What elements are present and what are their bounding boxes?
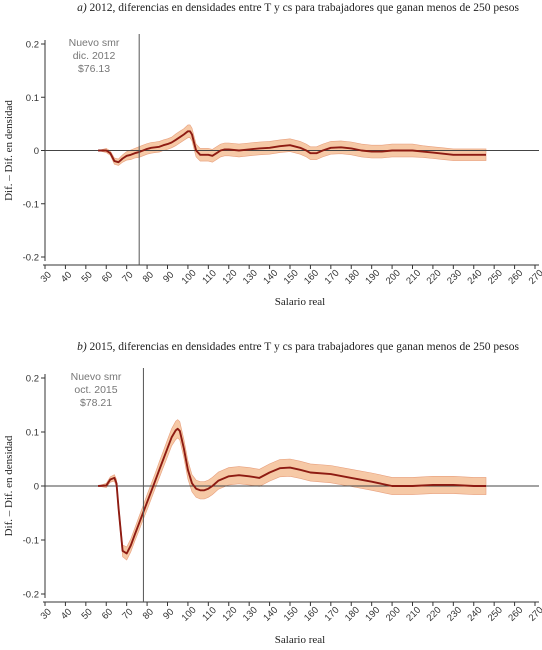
x-tick-label: 140 [261, 268, 280, 287]
reference-annotation: oct. 2015 [74, 384, 117, 396]
x-tick-label: 180 [343, 268, 362, 287]
x-axis-label: Salario real [275, 296, 325, 308]
y-tick-label: -0.2 [23, 253, 39, 264]
x-tick-label: 110 [200, 268, 218, 286]
y-tick-label: 0 [34, 482, 39, 493]
x-tick-label: 70 [120, 607, 135, 622]
chart-panel-a: a) 2012, diferencias en densidades entre… [3, 2, 542, 308]
y-tick-label: 0.1 [26, 93, 39, 104]
x-tick-label: 50 [79, 270, 94, 285]
y-tick-label: -0.1 [23, 536, 39, 547]
x-tick-label: 100 [180, 268, 199, 287]
x-tick-label: 90 [161, 270, 176, 285]
x-tick-label: 240 [465, 268, 484, 287]
x-tick-label: 190 [363, 268, 382, 287]
x-tick-label: 140 [261, 605, 280, 624]
chart-title-prefix: b) [77, 341, 87, 353]
x-tick-label: 80 [141, 607, 156, 622]
x-tick-label: 230 [445, 605, 464, 624]
reference-annotation: dic. 2012 [73, 50, 116, 62]
x-tick-label: 170 [323, 605, 342, 624]
y-tick-label: -0.1 [23, 199, 39, 210]
x-tick-label: 30 [39, 270, 54, 285]
y-tick-label: 0.2 [26, 374, 39, 385]
x-tick-label: 100 [180, 605, 199, 624]
x-tick-label: 240 [465, 605, 484, 624]
x-tick-label: 200 [384, 268, 403, 287]
x-tick-label: 270 [527, 605, 542, 624]
x-tick-label: 50 [79, 607, 94, 622]
chart-title: b) 2015, diferencias en densidades entre… [77, 341, 519, 353]
y-tick-label: 0.1 [26, 428, 39, 439]
x-tick-label: 150 [282, 605, 301, 624]
series-line [98, 427, 486, 555]
chart-title: a) 2012, diferencias en densidades entre… [77, 2, 519, 14]
x-tick-label: 60 [100, 607, 115, 622]
x-tick-label: 220 [425, 605, 444, 624]
x-axis-label: Salario real [275, 634, 325, 646]
x-tick-label: 30 [39, 607, 54, 622]
x-tick-label: 200 [384, 605, 403, 624]
reference-annotation: Nuevo smr [71, 371, 122, 383]
x-tick-label: 160 [302, 605, 321, 624]
x-tick-label: 130 [241, 605, 260, 624]
y-tick-label: -0.2 [23, 590, 39, 601]
x-tick-label: 250 [486, 605, 505, 624]
x-tick-label: 170 [323, 268, 342, 287]
reference-annotation: $78.21 [80, 397, 112, 409]
x-tick-label: 210 [404, 605, 423, 624]
x-tick-label: 40 [59, 607, 74, 622]
y-axis-label: Dif. – Dif. en densidad [3, 100, 15, 201]
x-tick-label: 150 [282, 268, 301, 287]
x-tick-label: 120 [220, 605, 239, 624]
x-tick-label: 110 [200, 605, 218, 623]
x-tick-label: 90 [161, 607, 176, 622]
x-tick-label: 80 [141, 270, 156, 285]
x-tick-label: 60 [100, 270, 115, 285]
y-axis-label: Dif. – Dif. en densidad [3, 435, 15, 536]
x-tick-label: 270 [527, 268, 542, 287]
reference-annotation: $76.13 [78, 63, 110, 75]
x-tick-label: 160 [302, 268, 321, 287]
x-tick-label: 230 [445, 268, 464, 287]
x-tick-label: 40 [59, 270, 74, 285]
y-tick-label: 0.2 [26, 40, 39, 51]
x-tick-label: 260 [506, 605, 525, 624]
x-tick-label: 190 [363, 605, 382, 624]
chart-panel-b: b) 2015, diferencias en densidades entre… [3, 341, 542, 646]
y-tick-label: 0 [34, 146, 39, 157]
confidence-band [96, 419, 487, 561]
x-tick-label: 130 [241, 268, 260, 287]
chart-title-text: 2015, diferencias en densidades entre T … [87, 341, 520, 353]
series-line [98, 130, 486, 164]
x-tick-label: 120 [220, 268, 239, 287]
chart-title-prefix: a) [77, 2, 87, 14]
reference-annotation: Nuevo smr [69, 37, 120, 49]
x-tick-label: 260 [506, 268, 525, 287]
x-tick-label: 210 [404, 268, 423, 287]
x-tick-label: 70 [120, 270, 135, 285]
x-tick-label: 220 [425, 268, 444, 287]
chart-title-text: 2012, diferencias en densidades entre T … [87, 2, 520, 14]
x-tick-label: 180 [343, 605, 362, 624]
x-tick-label: 250 [486, 268, 505, 287]
